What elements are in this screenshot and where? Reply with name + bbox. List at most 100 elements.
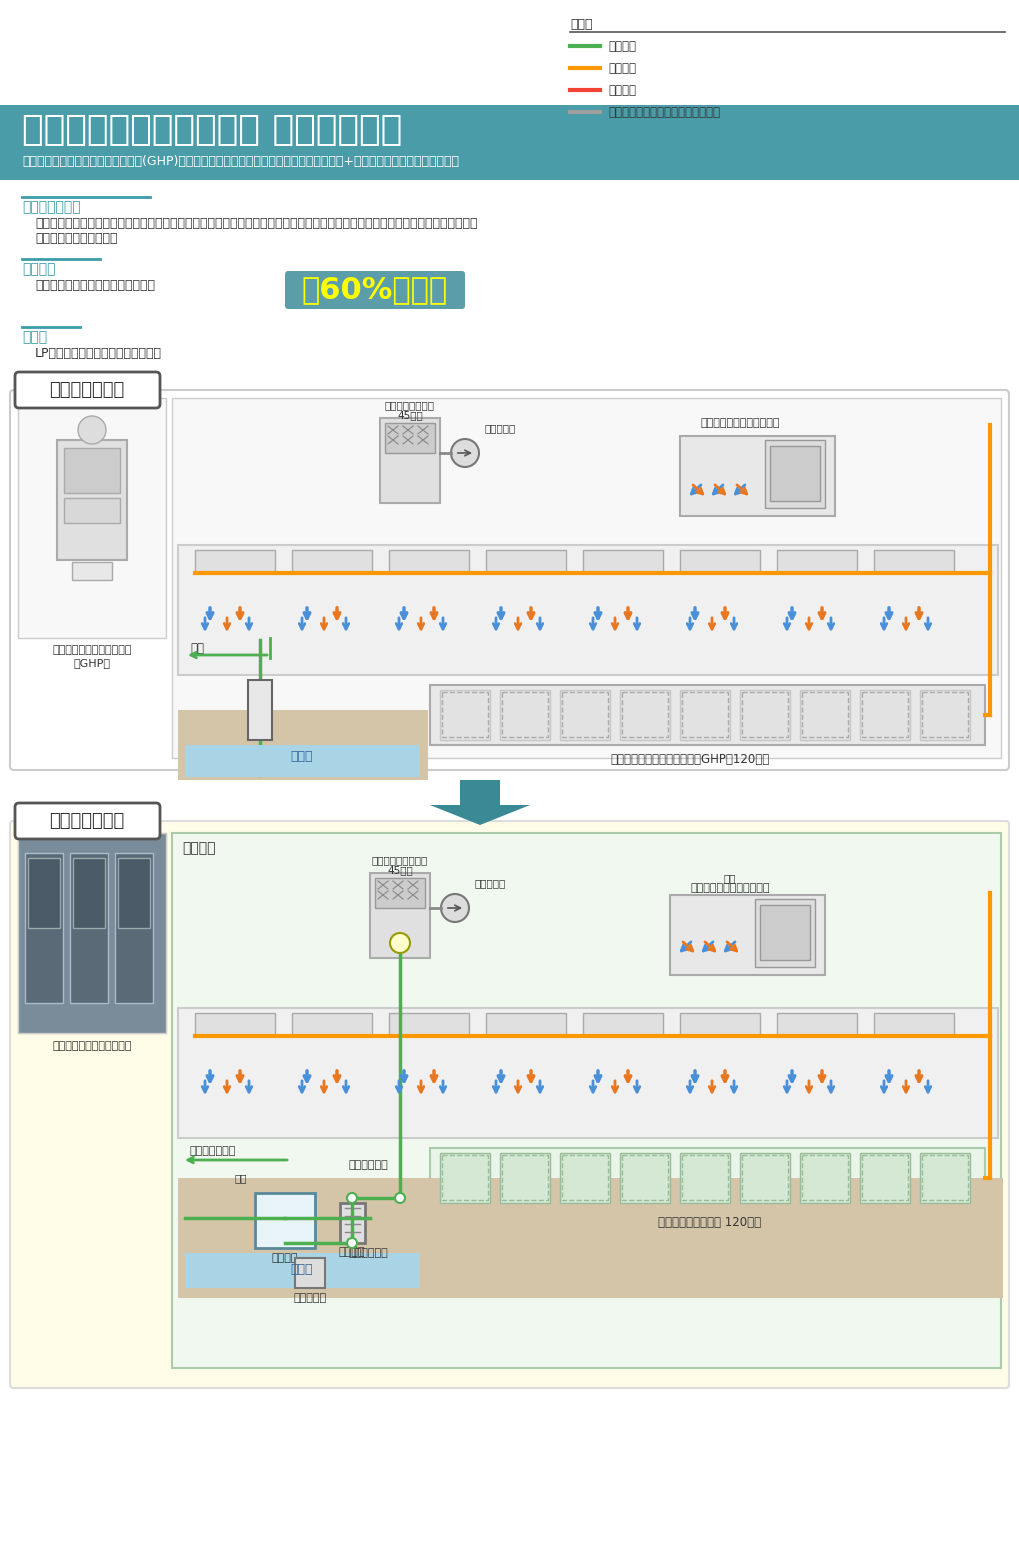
Bar [18,833,166,1033]
FancyBboxPatch shape [285,271,465,309]
Polygon shape [430,781,530,826]
Bar [560,690,610,740]
Bar [862,1155,908,1200]
Text: 他社製空冷式ビル用マルチ: 他社製空冷式ビル用マルチ [52,645,131,655]
Bar [874,550,954,572]
Bar [57,440,127,560]
Bar [440,1152,490,1204]
Text: 還ヘッダー管: 還ヘッダー管 [348,1249,388,1258]
Bar [115,854,153,1003]
Bar [248,680,272,740]
Bar [583,550,663,572]
Text: 他社製空冷式ビル用マルチシステム(GHP)から、地中熱利用の水冷式ビル用マルチシステム+水冷式チラーへ更新しました。: 他社製空冷式ビル用マルチシステム(GHP)から、地中熱利用の水冷式ビル用マルチシ… [22,156,459,168]
Text: （GHP）: （GHP） [73,658,110,669]
Bar [72,561,112,580]
Bar [770,446,820,501]
Bar [742,1155,788,1200]
Text: リニューアル前: リニューアル前 [49,381,124,400]
Bar [340,1204,365,1242]
Text: 水冷式ビル用マルチ 120馬力: 水冷式ビル用マルチ 120馬力 [658,1216,761,1228]
Bar [622,1155,668,1200]
Bar [440,690,490,740]
Bar [562,692,608,737]
Bar [294,1258,325,1288]
Bar [765,440,825,508]
Text: 冷媒配管: 冷媒配管 [608,62,636,75]
Text: 他社製空冷式ビル用マルチ（GHP）120馬力: 他社製空冷式ビル用マルチ（GHP）120馬力 [610,753,769,767]
Bar [178,711,428,781]
Bar [370,872,430,958]
Bar [680,1152,730,1204]
Bar [500,690,550,740]
Text: 既設: 既設 [235,1172,248,1183]
Bar [860,690,910,740]
Bar [380,418,440,502]
Bar [185,1253,420,1288]
Bar [430,1148,985,1208]
Bar [622,692,668,737]
Text: 使用した補助金: 使用した補助金 [22,201,81,215]
Text: 往ヘッダー管: 往ヘッダー管 [348,1160,388,1169]
FancyBboxPatch shape [10,821,1009,1389]
Text: その他: その他 [22,330,47,344]
Bar [172,833,1001,1368]
Bar [502,692,548,737]
Bar [18,398,166,638]
Bar [562,1155,608,1200]
Bar [760,905,810,959]
Bar [680,690,730,740]
Bar [682,692,728,737]
Bar [389,550,469,572]
Bar [800,690,850,740]
Bar [255,1193,315,1249]
Bar [500,1152,550,1204]
Bar [922,1155,968,1200]
FancyBboxPatch shape [10,390,1009,770]
Bar [178,544,998,675]
FancyBboxPatch shape [15,802,160,840]
Circle shape [451,439,479,466]
Bar [195,1012,275,1036]
Text: 融雪: 融雪 [190,642,204,655]
Text: リニューアル後: リニューアル後 [49,812,124,830]
Bar [560,1152,610,1204]
Text: 水冷式ヒートポンプ: 水冷式ヒートポンプ [372,855,428,865]
Bar [777,550,857,572]
Bar [486,550,566,572]
Bar [172,398,1001,757]
Bar [64,498,120,522]
Text: 弊社製水冷式ビル用マルチ: 弊社製水冷式ビル用マルチ [52,1040,131,1051]
Circle shape [395,1193,405,1204]
Bar [671,896,825,975]
Circle shape [78,417,106,445]
Text: 冷温水回路: 冷温水回路 [485,423,517,432]
Bar [18,833,166,1033]
Text: 地下水: 地下水 [290,750,313,764]
Bar [185,745,420,778]
Text: フロー図: フロー図 [182,841,215,855]
FancyBboxPatch shape [15,372,160,407]
Text: 放流または融雪: 放流または融雪 [190,1146,236,1155]
Bar [28,858,60,928]
Text: LPガス使用量ゼロとなり、低炭素化: LPガス使用量ゼロとなり、低炭素化 [35,347,162,361]
Circle shape [347,1238,357,1249]
Text: エアハンドリングユニット: エアハンドリングユニット [700,418,780,428]
Bar [178,1179,1003,1298]
Bar [430,686,985,745]
Bar [862,692,908,737]
Text: 地下水: 地下水 [290,1263,313,1277]
Bar [486,1012,566,1036]
Text: 45馬力: 45馬力 [387,865,413,875]
Bar [25,854,63,1003]
Text: 冷温水回路: 冷温水回路 [475,879,506,888]
Circle shape [441,894,469,922]
Bar [920,1152,970,1204]
Bar [682,1155,728,1200]
Circle shape [347,1193,357,1204]
Bar [620,690,671,740]
Bar [740,1152,790,1204]
Text: 熱源水槽: 熱源水槽 [272,1253,299,1263]
Bar [802,692,848,737]
Bar [742,692,788,737]
Bar [583,1012,663,1036]
